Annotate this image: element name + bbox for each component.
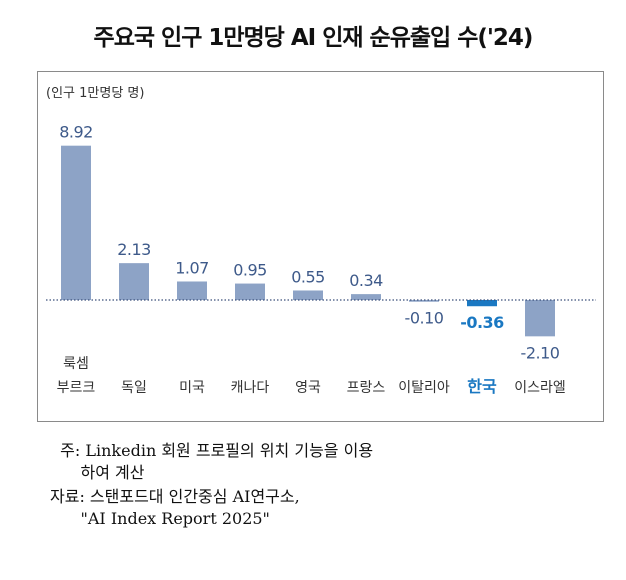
- bar: [293, 290, 323, 300]
- data-label: 2.13: [117, 240, 151, 259]
- bar: [467, 300, 497, 307]
- data-label: 1.07: [175, 258, 209, 277]
- footnote-line-2: 하여 계산: [50, 463, 145, 482]
- source-line-1: 자료: 스탠포드대 인간중심 AI연구소,: [50, 487, 300, 506]
- data-label: -0.10: [405, 309, 444, 328]
- bar: [119, 263, 149, 300]
- category-label: 부르크: [57, 380, 96, 396]
- data-label: -0.36: [460, 313, 504, 332]
- data-label: 0.55: [291, 267, 325, 286]
- chart-frame: [37, 71, 604, 422]
- category-label: 룩셈: [63, 356, 89, 372]
- bar: [177, 281, 207, 300]
- bar: [409, 300, 439, 302]
- category-label: 프랑스: [347, 380, 386, 396]
- category-label: 캐나다: [231, 380, 270, 396]
- data-label: 0.34: [349, 271, 383, 290]
- bar: [525, 300, 555, 337]
- category-label: 이탈리아: [398, 380, 450, 396]
- category-label: 독일: [121, 380, 147, 396]
- category-label: 미국: [179, 380, 205, 396]
- category-label: 한국: [467, 377, 497, 396]
- bar: [351, 294, 381, 300]
- source-line-2: "AI Index Report 2025": [50, 509, 270, 528]
- bar: [235, 283, 265, 300]
- data-label: 8.92: [59, 123, 93, 142]
- unit-label: (인구 1만명당 명): [46, 86, 145, 101]
- category-label: 이스라엘: [514, 380, 566, 396]
- data-label: -2.10: [521, 343, 560, 362]
- chart-title: 주요국 인구 1만명당 AI 인재 순유출입 수('24): [93, 25, 534, 51]
- category-label: 영국: [295, 380, 321, 396]
- bar: [61, 145, 91, 300]
- data-label: 0.95: [233, 261, 267, 280]
- footnote-line-1: 주: Linkedin 회원 프로필의 위치 기능을 이용: [50, 441, 374, 460]
